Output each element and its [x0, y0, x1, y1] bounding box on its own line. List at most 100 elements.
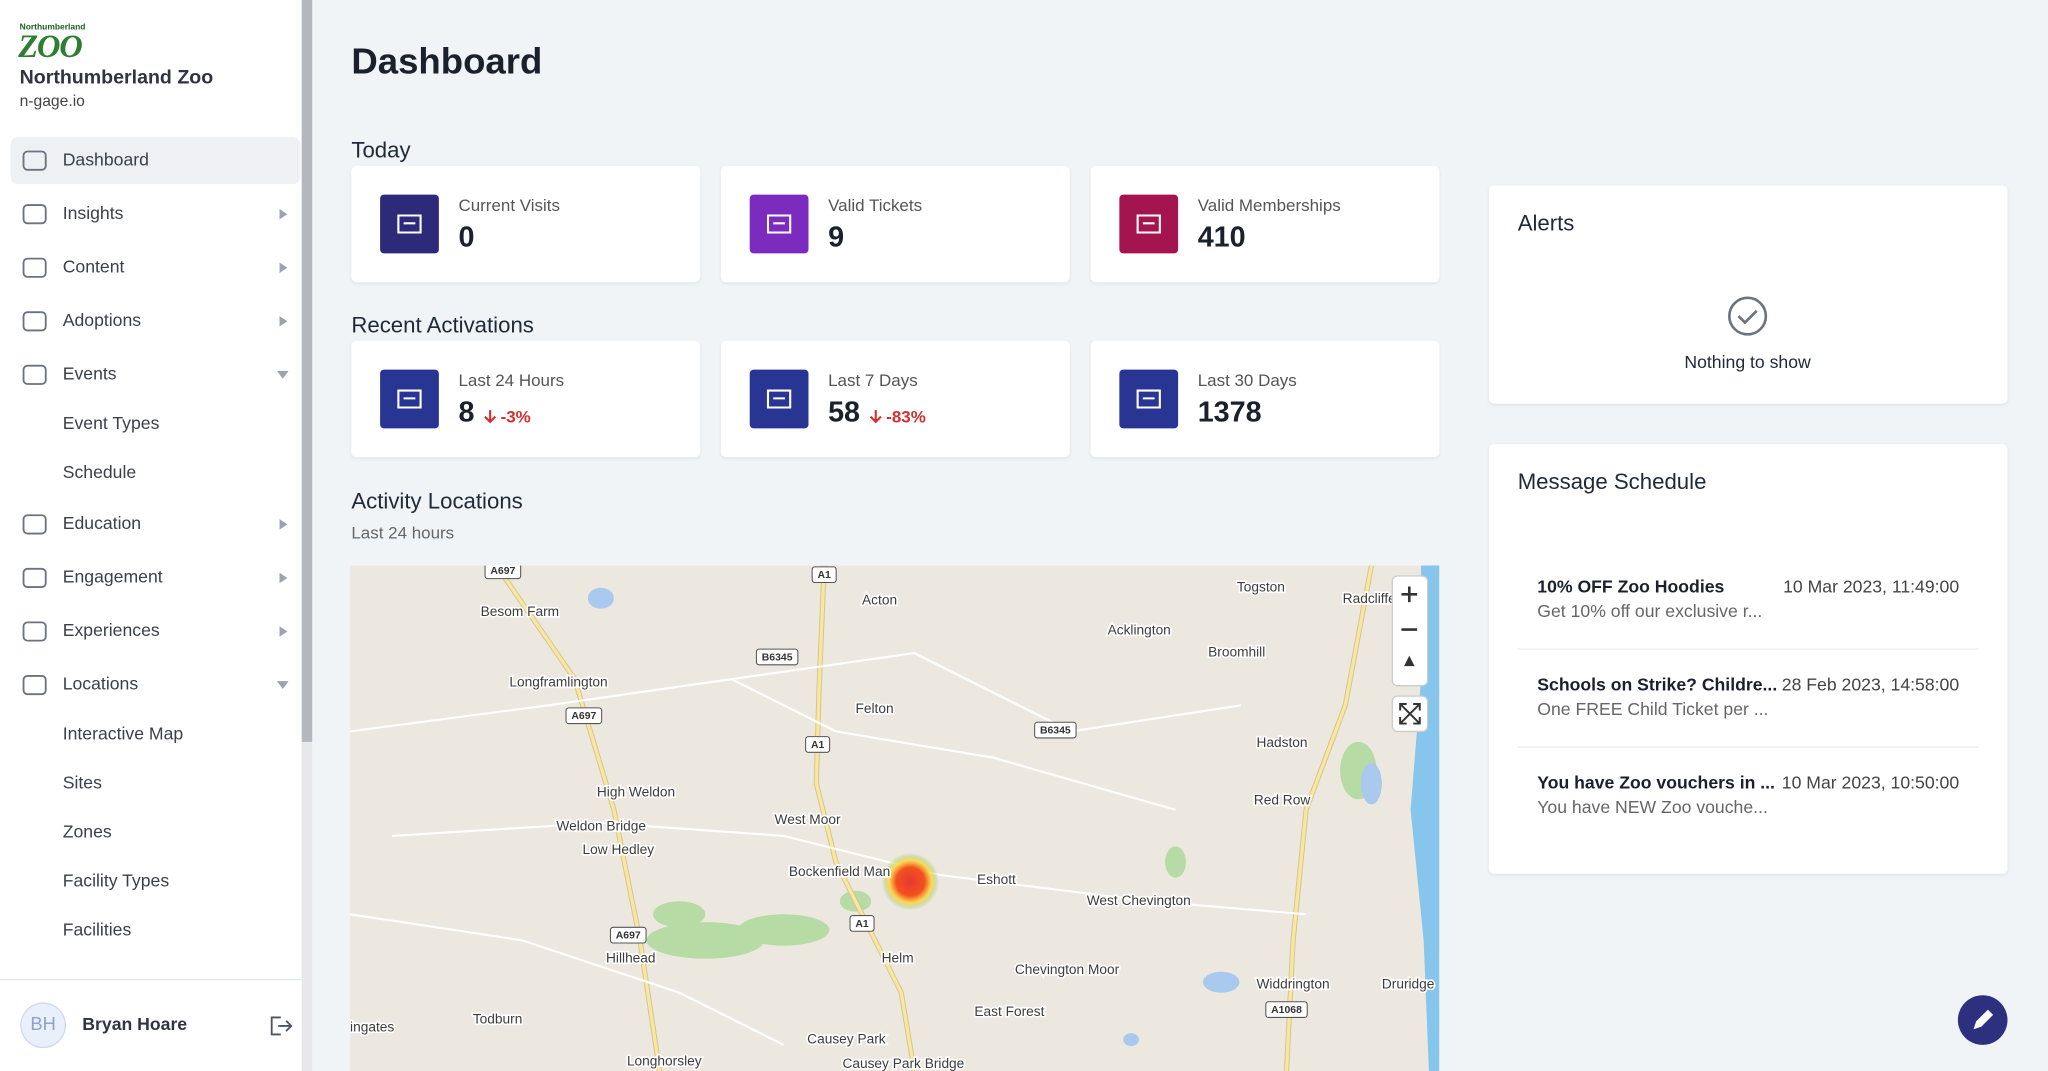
stat-value: 0: [458, 222, 474, 254]
place-label: East Forest: [974, 1004, 1044, 1019]
stat-card: [720, 340, 1070, 458]
zoom-in[interactable]: [1401, 586, 1418, 603]
road-shield: [565, 707, 603, 725]
map-road: [1284, 565, 1374, 1071]
stat-label: Last 30 Days: [1198, 371, 1297, 390]
nav-item[interactable]: Experiences: [63, 620, 160, 640]
place-label: Helm: [882, 950, 914, 965]
place-label: Causey Park Bridge: [842, 1056, 964, 1071]
nav-item[interactable]: Insights: [63, 203, 124, 223]
stat-label: Valid Memberships: [1198, 196, 1341, 215]
map-water: [1202, 971, 1240, 993]
message-title: 10% OFF Zoo Hoodies: [1537, 576, 1724, 596]
map-woodland: [646, 922, 765, 959]
place-label: Longhorsley: [627, 1053, 702, 1068]
place-label: Druridge: [1382, 976, 1435, 991]
place-label: Togston: [1237, 579, 1285, 594]
message-title: Schools on Strike? Childre...: [1537, 674, 1777, 694]
place-label: Felton: [856, 701, 894, 716]
place-label: Acklington: [1108, 622, 1171, 637]
nav-arrow: [276, 370, 289, 379]
stat-value: 8: [458, 397, 474, 429]
place-label: West Moor: [775, 812, 841, 827]
logo-small: Northumberland: [20, 22, 86, 32]
card-title: Alerts: [1518, 211, 1575, 236]
nav-icon: [22, 567, 47, 589]
stat-card: [351, 165, 701, 283]
place-label: Todburn: [473, 1012, 523, 1027]
message-title: You have Zoo vouchers in ...: [1537, 772, 1775, 792]
nav-subitem[interactable]: Facilities: [63, 919, 132, 939]
nav-arrow: [276, 681, 289, 689]
section-subtitle: Last 24 hours: [351, 524, 454, 543]
nav-subitem[interactable]: Sites: [63, 772, 102, 792]
nav-arrow: [279, 262, 288, 273]
stat-icon-glyph: [1136, 389, 1161, 409]
stat-card: [351, 340, 701, 458]
place-label: Broomhill: [1208, 645, 1265, 660]
stat-change: -3%: [501, 407, 531, 426]
fullscreen-icon[interactable]: [1399, 703, 1421, 725]
map-road: [350, 651, 1241, 733]
nav-subitem[interactable]: Event Types: [63, 413, 160, 433]
nav-subitem[interactable]: Interactive Map: [63, 723, 184, 743]
nav-arrow: [279, 316, 288, 327]
map-water: [587, 587, 614, 609]
nav-item[interactable]: Locations: [63, 674, 139, 694]
place-label: ingates: [350, 1020, 394, 1035]
user-name: Bryan Hoare: [82, 1014, 187, 1034]
road-shield: [755, 648, 799, 666]
road-shield: [609, 926, 647, 944]
nav-item[interactable]: Education: [63, 513, 141, 533]
stat-icon-glyph: [766, 389, 792, 409]
place-label: Hadston: [1256, 735, 1307, 750]
place-label: Widdrington: [1256, 976, 1329, 991]
nav-icon: [22, 204, 47, 225]
road-shield: [1034, 721, 1077, 739]
stat-label: Current Visits: [458, 196, 560, 215]
nav-item[interactable]: Dashboard: [63, 149, 149, 169]
nav-active-bg: [10, 137, 301, 185]
stat-icon-glyph: [397, 389, 422, 409]
heat-spot: [881, 852, 940, 911]
stat-label: Last 7 Days: [828, 371, 918, 390]
nav-icon: [22, 150, 47, 171]
message-date: 10 Mar 2023, 10:50:00: [1782, 772, 1960, 792]
road-label: A697: [616, 931, 641, 942]
place-label: Longframlington: [509, 675, 607, 690]
place-label: Acton: [862, 592, 897, 607]
place-label: Causey Park: [807, 1031, 886, 1046]
road-shield: [849, 915, 875, 932]
change-arrow: [869, 410, 882, 424]
nav-subitem[interactable]: Facility Types: [63, 870, 170, 890]
stat-label: Valid Tickets: [828, 196, 922, 215]
map-road: [391, 821, 1307, 916]
section-heading: Recent Activations: [351, 312, 534, 337]
nav-item[interactable]: Events: [63, 364, 117, 384]
compass[interactable]: [1404, 655, 1415, 667]
road-label: A697: [571, 711, 596, 722]
nav-item[interactable]: Engagement: [63, 567, 163, 587]
org-name: Northumberland Zoo: [20, 67, 214, 89]
stat-value: 1378: [1198, 397, 1262, 429]
alerts-card: [1488, 185, 2008, 404]
map-woodland: [653, 901, 706, 928]
map-road: [494, 565, 662, 1071]
edit-icon[interactable]: [1973, 1009, 1994, 1030]
place-label: Hillhead: [606, 950, 656, 965]
place-label: Eshott: [977, 872, 1016, 887]
nav-item[interactable]: Adoptions: [63, 310, 142, 330]
map-road: [814, 565, 916, 1071]
message-body: One FREE Child Ticket per ...: [1537, 699, 1768, 719]
change-arrow: [484, 410, 497, 424]
nav-item[interactable]: Content: [63, 256, 125, 276]
nav-subitem[interactable]: Zones: [63, 821, 112, 841]
nav-icon: [22, 311, 47, 332]
scroll-thumb[interactable]: [301, 0, 313, 742]
section-heading: Activity Locations: [351, 489, 522, 514]
nav-subitem[interactable]: Schedule: [63, 462, 137, 482]
map-bg: [350, 565, 1440, 1071]
logout-icon[interactable]: [270, 1016, 293, 1036]
place-label: Radcliffe: [1343, 591, 1396, 606]
